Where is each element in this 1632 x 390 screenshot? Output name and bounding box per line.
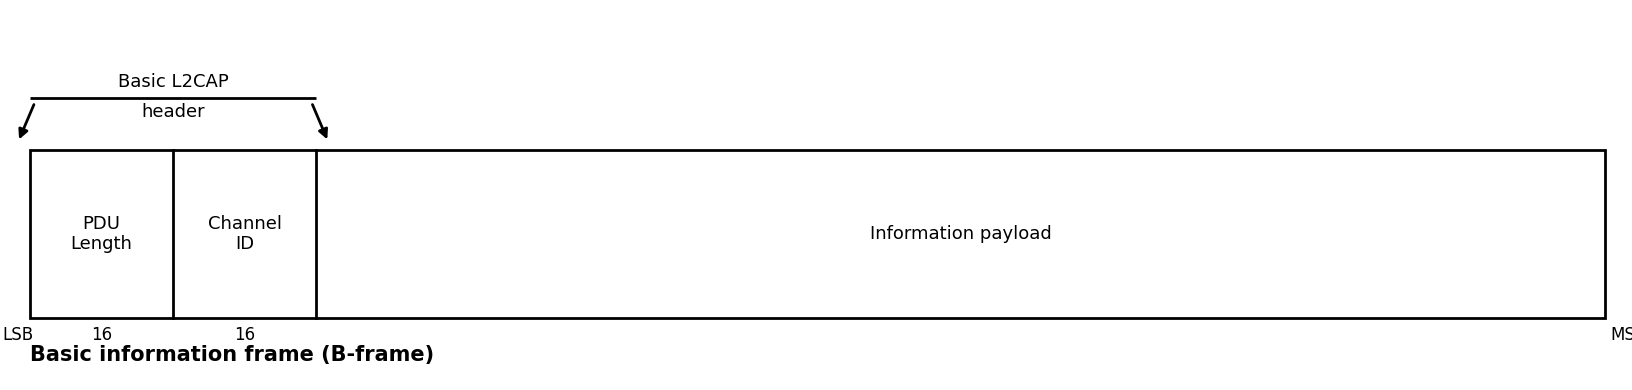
Text: Basic information frame (B-frame): Basic information frame (B-frame) xyxy=(29,345,434,365)
Text: MSB: MSB xyxy=(1609,326,1632,344)
Text: Information payload: Information payload xyxy=(870,225,1051,243)
Bar xyxy=(29,150,1604,318)
Text: PDU
Length: PDU Length xyxy=(70,215,132,254)
Text: Basic L2CAP: Basic L2CAP xyxy=(118,73,228,91)
Text: 16: 16 xyxy=(91,326,113,344)
Text: header: header xyxy=(142,103,206,121)
Text: Channel
ID: Channel ID xyxy=(207,215,282,254)
Text: LSB: LSB xyxy=(2,326,33,344)
Text: 16: 16 xyxy=(233,326,255,344)
